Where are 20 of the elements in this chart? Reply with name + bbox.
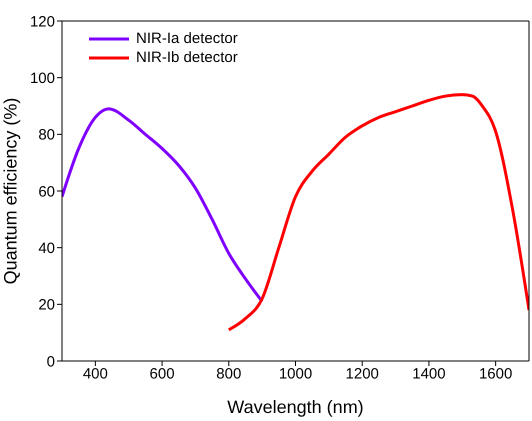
- x-tick-label: 800: [216, 366, 242, 383]
- x-tick-label: 1200: [346, 366, 379, 383]
- x-tick-label: 400: [82, 366, 108, 383]
- y-tick-label: 20: [38, 296, 55, 314]
- x-tick-label: 1600: [478, 366, 512, 383]
- y-tick-label: 80: [38, 126, 55, 144]
- line-series: [227, 93, 529, 332]
- x-tick-label: 600: [150, 366, 175, 383]
- x-tick-label: 1000: [278, 366, 312, 383]
- legend-label: NIR-Ia detector: [136, 30, 238, 47]
- x-axis-title: Wavelength (nm): [227, 397, 364, 417]
- y-tick-label: 0: [46, 353, 55, 370]
- y-tick-label: 100: [30, 70, 55, 87]
- y-tick-label: 120: [30, 13, 55, 30]
- y-tick-label: 40: [38, 240, 55, 257]
- y-tick-label: 60: [38, 183, 55, 200]
- legend-label: NIR-Ib detector: [136, 49, 238, 66]
- y-axis-title: Quantum efficiency (%): [0, 98, 20, 284]
- line-series: [62, 107, 264, 303]
- x-tick-label: 1400: [412, 366, 446, 383]
